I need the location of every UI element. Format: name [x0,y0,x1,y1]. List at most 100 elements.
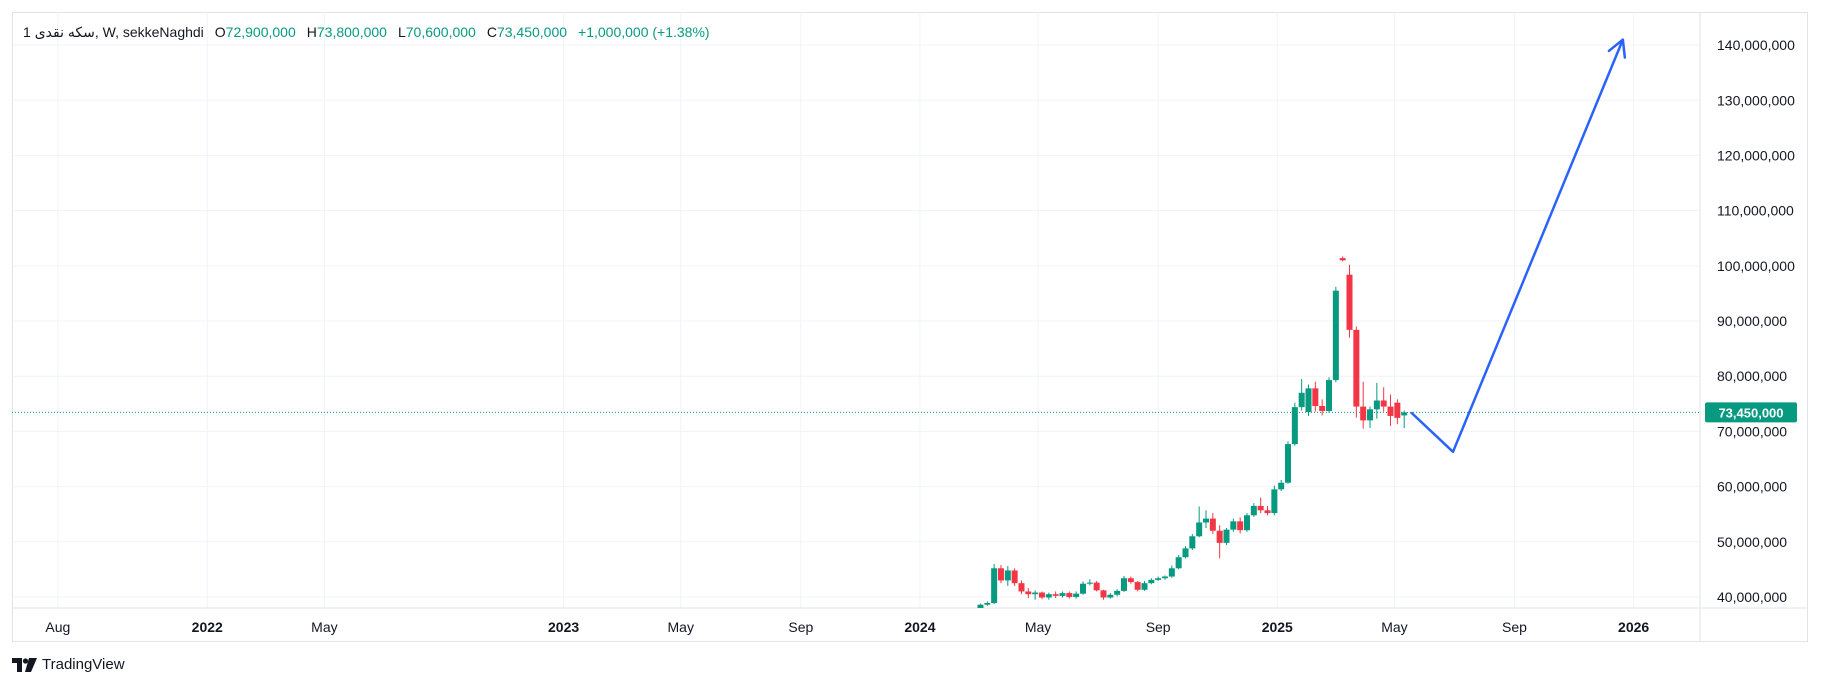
candle-body[interactable] [1305,388,1312,413]
candle-body[interactable] [1018,583,1025,592]
x-tick-label: 2022 [192,619,223,635]
candle-body[interactable] [1360,406,1367,421]
x-tick-label: Sep [1502,619,1527,635]
candle-body[interactable] [1373,400,1380,410]
candle-body[interactable] [1011,570,1018,584]
candle-body[interactable] [1052,594,1059,596]
candle-body[interactable] [1196,522,1203,537]
candle-body[interactable] [1175,557,1182,569]
candle-body[interactable] [1202,518,1209,523]
candle-body[interactable] [1155,578,1162,580]
candle-body[interactable] [1250,505,1257,516]
y-tick-label: 50,000,000 [1717,534,1787,550]
legend-close-label: C [486,24,497,40]
candle-body[interactable] [1332,290,1339,381]
candle-body[interactable] [1285,444,1292,483]
x-tick-label: May [668,619,694,635]
candle-body[interactable] [1045,594,1052,598]
candle-body[interactable] [1401,412,1408,416]
candle-body[interactable] [991,568,998,604]
x-tick-label: Aug [45,619,70,635]
y-tick-label: 120,000,000 [1717,147,1795,163]
legend-symbol[interactable]: 1 سکه نقدی, W, sekkeNaghdi [23,24,204,40]
candle-body[interactable] [1141,583,1148,590]
candle-body[interactable] [1209,518,1216,531]
y-tick-label: 90,000,000 [1717,313,1787,329]
last-price-tag [1705,402,1797,423]
tradingview-brand-name: TradingView [42,656,125,673]
candle-body[interactable] [1168,568,1175,577]
candle-body[interactable] [1148,579,1155,584]
candle-body[interactable] [1367,409,1374,421]
candle-body[interactable] [1223,529,1230,543]
candle-body[interactable] [1073,593,1080,597]
candle-body[interactable] [1298,392,1305,408]
candle-body[interactable] [1216,530,1223,543]
candle-body[interactable] [1394,402,1401,418]
candle-body[interactable] [1038,592,1045,598]
candle-body[interactable] [997,568,1004,581]
candle-body[interactable] [1120,578,1127,591]
tradingview-logo-icon [12,657,37,672]
projection-path[interactable] [1410,39,1625,454]
candle-body[interactable] [1353,329,1360,407]
y-tick-label: 140,000,000 [1717,37,1795,53]
candle-body[interactable] [1312,388,1319,407]
candle-body[interactable] [1093,582,1100,591]
candle-body[interactable] [1278,482,1285,490]
candle-body[interactable] [977,604,984,608]
legend-open-value: 72,900,000 [225,24,296,40]
y-tick-label: 40,000,000 [1717,589,1787,605]
chart-legend: 1 سکه نقدی, W, sekkeNaghdi O 72,900,000 … [23,24,710,41]
legend-open-label: O [214,24,226,40]
candle-body[interactable] [1291,407,1298,445]
y-tick-label: 110,000,000 [1717,203,1794,219]
candle-body[interactable] [1387,406,1394,416]
x-tick-label: 2026 [1618,619,1649,635]
candle-body[interactable] [1161,576,1168,579]
candle-body[interactable] [1127,578,1134,583]
candle-body[interactable] [1059,593,1066,596]
y-tick-label: 80,000,000 [1717,368,1787,384]
candle-body[interactable] [1107,594,1114,598]
y-tick-label: 70,000,000 [1717,423,1787,439]
last-price-tag-label: 73,450,000 [1718,405,1783,420]
candle-body[interactable] [1326,380,1333,411]
candle-body[interactable] [1066,593,1073,597]
x-tick-label: May [1381,619,1407,635]
candle-body[interactable] [1271,489,1278,514]
x-tick-label: Sep [788,619,813,635]
candle-body[interactable] [1339,258,1346,261]
candle-body[interactable] [1264,510,1271,514]
candle-body[interactable] [1100,590,1107,598]
legend-high-label: H [306,24,317,40]
candle-body[interactable] [1079,583,1086,594]
legend-change-value: +1,000,000 (+1.38%) [578,24,710,40]
candle-body[interactable] [1319,406,1326,411]
candle-body[interactable] [1182,548,1189,558]
chart-frame [12,12,1808,642]
candle-body[interactable] [1134,582,1141,590]
candle-body[interactable] [1114,590,1121,595]
x-tick-label: May [311,619,337,635]
candle-body[interactable] [984,603,991,605]
candle-body[interactable] [1380,400,1387,407]
x-tick-label: 2023 [548,619,579,635]
projection-arrowhead [1607,38,1627,59]
candle-body[interactable] [1257,505,1264,511]
candle-body[interactable] [1086,582,1093,584]
candle-body[interactable] [1025,591,1032,595]
candle-body[interactable] [1004,570,1011,581]
candle-body[interactable] [1189,536,1196,549]
candle-body[interactable] [1346,274,1353,330]
x-tick-label: 2024 [904,619,935,635]
candle-body[interactable] [1230,521,1237,530]
tradingview-brand[interactable]: TradingView [12,656,125,673]
y-tick-label: 130,000,000 [1717,92,1795,108]
legend-close-value: 73,450,000 [496,24,568,40]
candle-body[interactable] [1237,521,1244,531]
candle-body[interactable] [1244,515,1251,531]
y-tick-label: 100,000,000 [1717,258,1795,274]
candle-body[interactable] [1032,592,1039,595]
